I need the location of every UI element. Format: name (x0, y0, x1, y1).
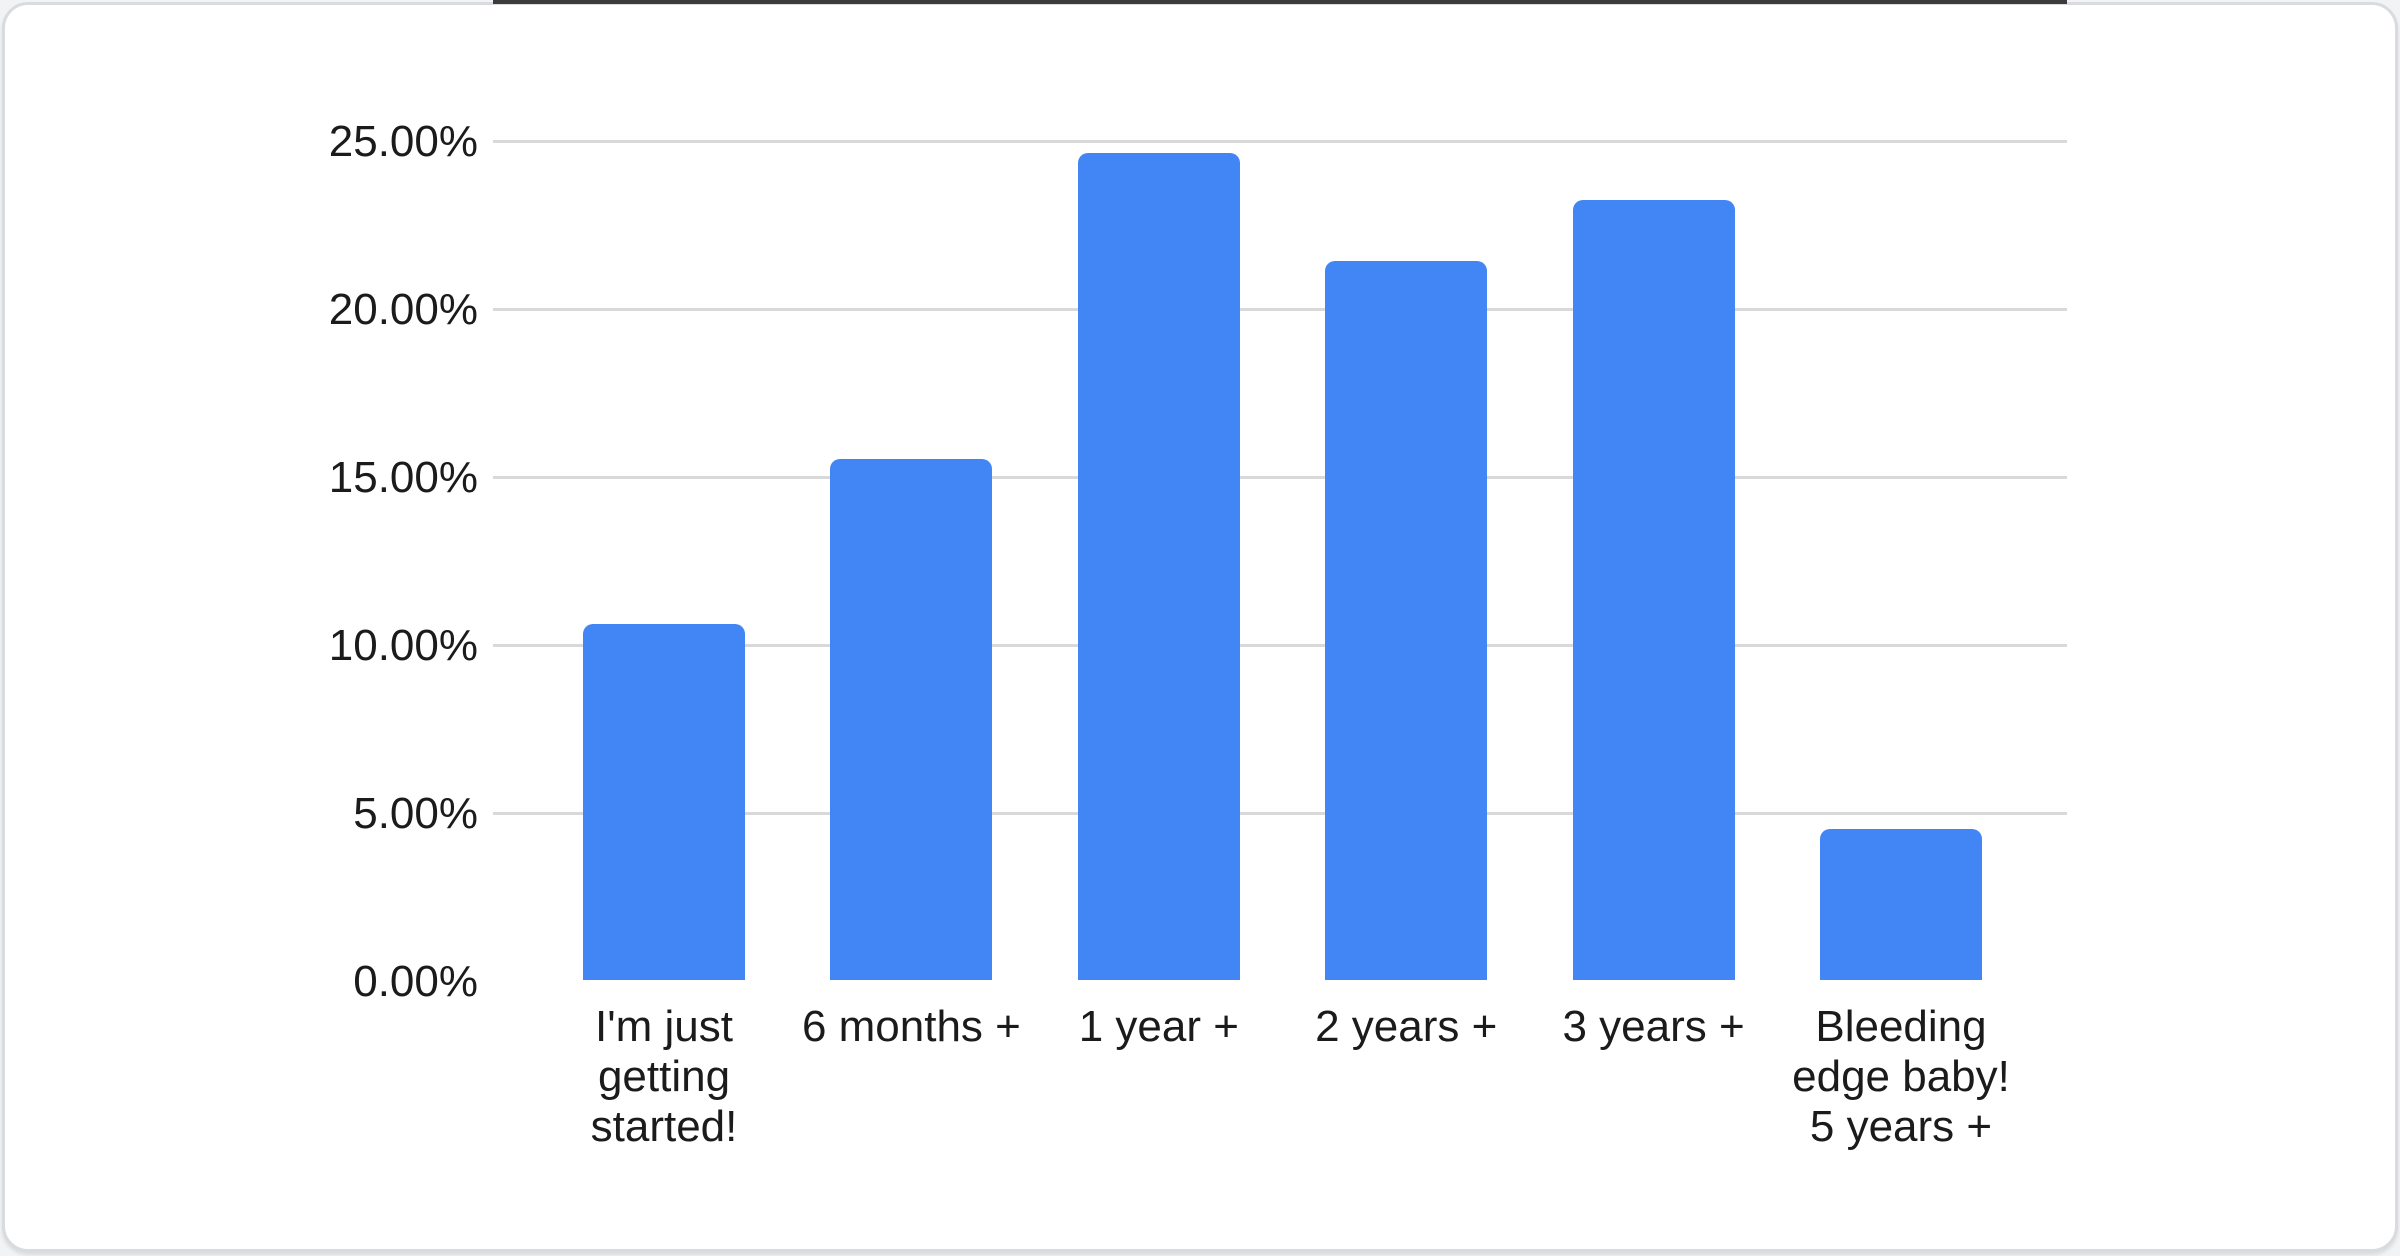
x-label-6-months-plus: 6 months + (801, 1002, 1021, 1051)
y-tick-label-20pct: 20.00% (328, 285, 478, 334)
x-label-1-year-plus: 1 year + (1078, 1002, 1239, 1051)
bar-6-months-plus[interactable] (830, 459, 993, 980)
gridline-10pct (493, 644, 2067, 647)
bar-im-just-getting-started[interactable] (583, 623, 745, 980)
y-tick-label-10pct: 10.00% (328, 621, 478, 670)
x-axis-line (493, 0, 2067, 4)
x-label-2-years-plus: 2 years + (1315, 1002, 1498, 1051)
y-tick-label-25pct: 25.00% (328, 117, 478, 166)
gridline-25pct (493, 140, 2067, 143)
x-label-im-just-getting-started: I'm just getting started! (590, 1002, 738, 1151)
y-tick-label-5pct: 5.00% (353, 789, 478, 838)
gridline-15pct (493, 476, 2067, 479)
bar-3-years-plus[interactable] (1572, 200, 1735, 980)
bar-2-years-plus[interactable] (1325, 260, 1488, 980)
x-label-3-years-plus: 3 years + (1562, 1002, 1745, 1051)
y-tick-label-15pct: 15.00% (328, 453, 478, 502)
y-tick-label-0pct: 0.00% (353, 957, 478, 1006)
bar-bleeding-edge-5-years[interactable] (1820, 828, 1982, 980)
x-label-bleeding-edge-5-years: Bleeding edge baby! 5 years + (1792, 1002, 2010, 1151)
gridline-5pct (493, 812, 2067, 815)
bar-1-year-plus[interactable] (1077, 153, 1240, 980)
gridline-20pct (493, 308, 2067, 311)
